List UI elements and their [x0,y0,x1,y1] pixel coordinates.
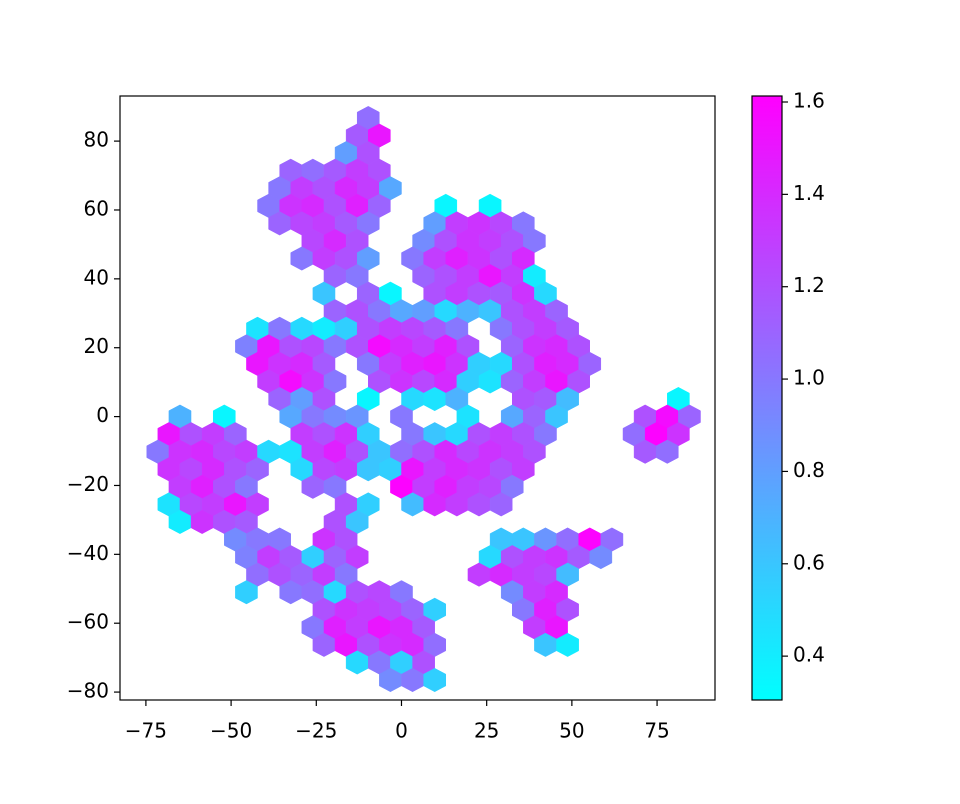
x-tick-label: −75 [125,719,167,743]
x-tick-label: 0 [395,719,408,743]
y-tick-label: 80 [84,128,109,152]
hexbin-cell [556,632,579,657]
y-tick-label: 60 [84,196,109,220]
colorbar [751,95,783,701]
y-tick-label: 40 [84,265,109,289]
colorbar-tick-label: 0.6 [793,550,825,574]
colorbar-tick-label: 1.2 [793,273,825,297]
colorbar-tick-label: 1.6 [793,89,825,113]
colorbar-tick-label: 0.8 [793,458,825,482]
colorbar-tick-label: 1.4 [793,181,825,205]
y-tick-label: 20 [84,334,109,358]
y-tick-label: 0 [96,403,109,427]
hexbin-cell [423,668,447,693]
colorbar-tick-label: 1.0 [793,366,825,390]
hexbin-cell [489,492,513,517]
y-tick-label: −20 [67,472,109,496]
x-tick-label: 25 [474,719,499,743]
x-tick-label: 75 [644,719,669,743]
x-tick-label: 50 [559,719,584,743]
hexbin-layer [146,106,701,693]
colorbar-tick-label: 0.4 [793,643,825,667]
hexbin-cell [235,580,258,605]
plot-frame [119,95,716,701]
y-tick-label: −40 [67,541,109,565]
y-tick-label: −60 [67,610,109,634]
hexbin-cell [589,545,613,570]
x-tick-label: −25 [295,719,337,743]
hexbin-cell [655,439,679,464]
x-tick-label: −50 [210,719,252,743]
y-tick-label: −80 [67,679,109,703]
